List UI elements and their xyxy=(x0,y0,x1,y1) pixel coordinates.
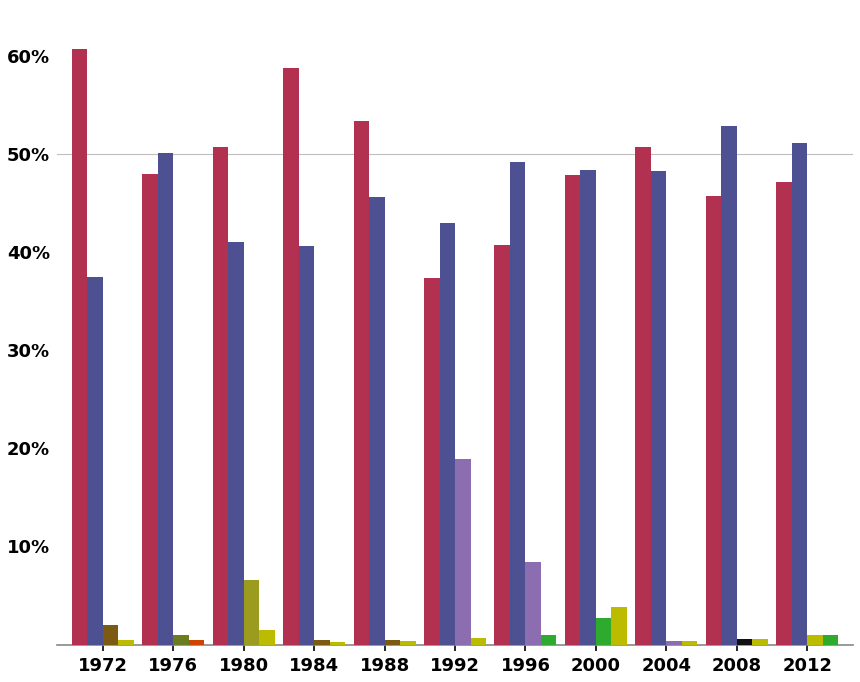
Bar xyxy=(565,175,580,644)
Bar xyxy=(173,635,188,644)
Bar xyxy=(439,223,455,644)
Bar xyxy=(722,125,737,644)
Bar xyxy=(188,640,204,644)
Bar xyxy=(157,153,173,644)
Bar xyxy=(636,147,651,644)
Bar xyxy=(71,49,88,644)
Bar xyxy=(353,121,369,644)
Bar xyxy=(682,640,697,644)
Bar xyxy=(314,640,329,644)
Bar xyxy=(88,277,103,644)
Bar xyxy=(384,640,400,644)
Bar xyxy=(666,640,682,644)
Bar xyxy=(103,625,119,644)
Bar xyxy=(510,162,525,644)
Bar xyxy=(580,170,596,644)
Bar xyxy=(424,278,439,644)
Bar xyxy=(752,638,768,644)
Bar xyxy=(611,607,627,644)
Bar xyxy=(400,640,415,644)
Bar xyxy=(142,174,157,644)
Bar xyxy=(823,635,838,644)
Bar xyxy=(455,459,470,644)
Bar xyxy=(706,196,722,644)
Bar xyxy=(808,635,823,644)
Bar xyxy=(541,635,556,644)
Bar xyxy=(329,642,345,644)
Bar xyxy=(212,147,228,644)
Bar xyxy=(243,580,259,644)
Bar xyxy=(119,640,134,644)
Bar xyxy=(283,68,298,644)
Bar xyxy=(494,246,510,644)
Bar xyxy=(298,246,314,644)
Bar xyxy=(596,618,611,644)
Bar xyxy=(525,562,541,644)
Bar xyxy=(228,242,243,644)
Bar xyxy=(259,630,274,644)
Bar xyxy=(651,170,666,644)
Bar xyxy=(369,197,384,644)
Bar xyxy=(777,181,792,644)
Bar xyxy=(470,638,486,644)
Bar xyxy=(792,143,808,644)
Bar xyxy=(737,638,752,644)
